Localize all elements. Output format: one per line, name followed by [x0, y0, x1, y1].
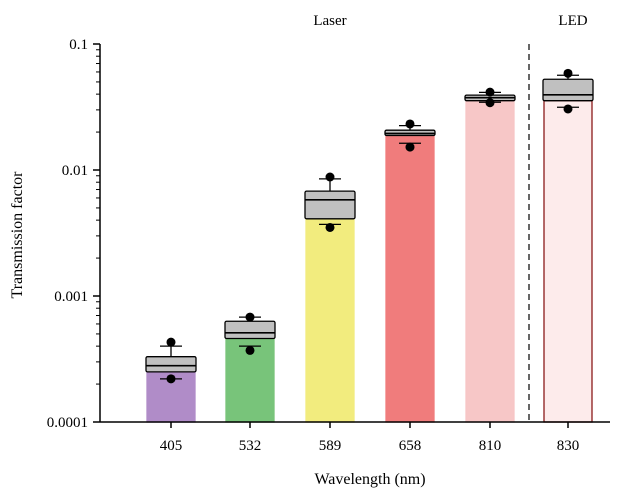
data-point-658-1 — [405, 119, 415, 129]
data-point-658-2 — [405, 142, 415, 152]
x-tick-label-405: 405 — [160, 438, 183, 454]
group-label-led: LED — [558, 13, 587, 29]
data-point-405-1 — [166, 337, 176, 347]
data-point-589-2 — [325, 222, 335, 232]
data-point-532-1 — [245, 312, 255, 322]
y-tick-label-0.01: 0.01 — [62, 163, 88, 179]
box-405 — [145, 356, 197, 373]
x-axis-title: Wavelength (nm) — [314, 471, 425, 488]
data-point-810-1 — [485, 87, 495, 97]
boxes-layer — [145, 74, 594, 380]
box-589 — [304, 190, 356, 220]
x-ticks: 405 532 589 658 810 830 — [160, 422, 580, 454]
data-point-405-2 — [166, 374, 176, 384]
x-tick-label-658: 658 — [399, 438, 422, 454]
bar-589 — [305, 218, 355, 423]
y-axis-title: Transmission factor — [9, 171, 26, 299]
box-830 — [542, 78, 594, 102]
x-tick-label-830: 830 — [557, 438, 580, 454]
box-532 — [224, 320, 276, 340]
y-tick-label-0.001: 0.001 — [54, 289, 88, 305]
x-tick-label-810: 810 — [479, 438, 502, 454]
data-point-830-2 — [563, 104, 573, 114]
y-tick-label-0.1: 0.1 — [69, 37, 88, 53]
x-tick-label-589: 589 — [319, 438, 342, 454]
bar-810 — [465, 100, 515, 423]
y-tick-label-0.0001: 0.0001 — [47, 415, 88, 431]
data-point-532-2 — [245, 345, 255, 355]
bars-layer — [146, 100, 593, 423]
data-point-830-1 — [563, 68, 573, 78]
x-tick-label-532: 532 — [239, 438, 262, 454]
bar-830 — [543, 100, 593, 423]
data-point-589-1 — [325, 172, 335, 182]
points-layer — [166, 68, 573, 384]
y-ticks: 0.0001 0.001 0.01 0.1 — [47, 37, 100, 431]
data-point-810-2 — [485, 98, 495, 108]
bar-658 — [385, 134, 435, 423]
group-label-laser: Laser — [313, 13, 346, 29]
